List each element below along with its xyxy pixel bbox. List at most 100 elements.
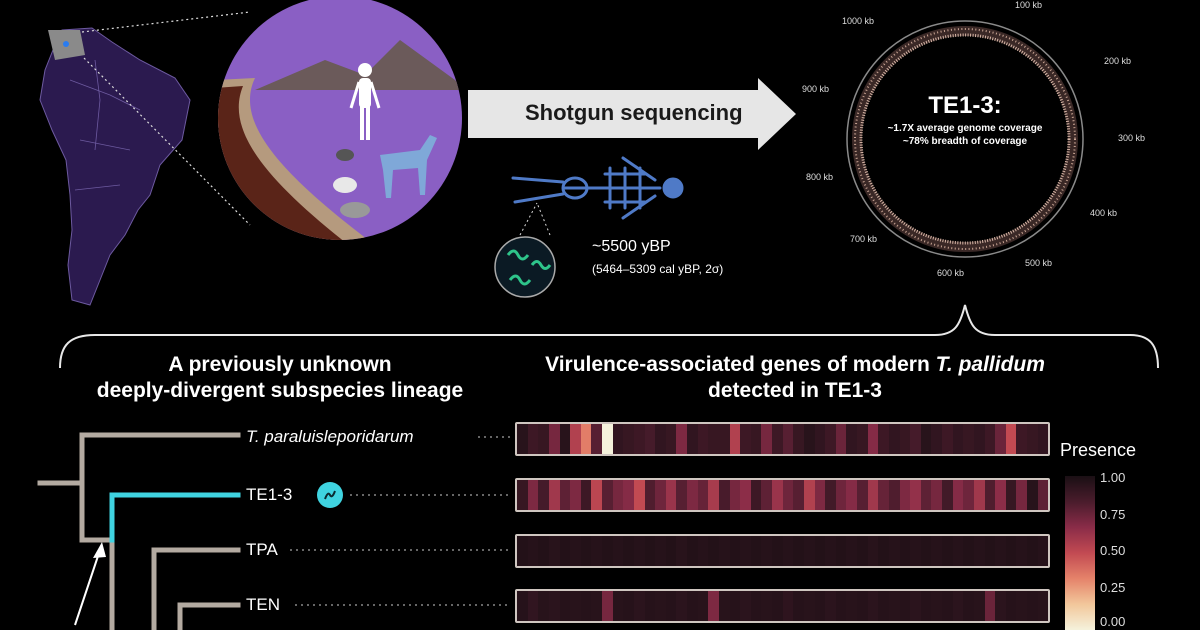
heatmap-cell [1037,536,1048,566]
heatmap-cell [1027,480,1038,510]
heatmap-cell [718,424,730,454]
heatmap-cell [899,424,911,454]
heatmap-cell [655,536,666,566]
heatmap-cell [846,424,857,454]
heatmap-cell [527,424,539,454]
heatmap-cell [920,591,932,621]
heatmap-cell [910,591,921,621]
heatmap-cell [857,591,868,621]
heatmap-cell [772,424,783,454]
heatmap-cell [803,591,815,621]
heatmap-cell [591,424,602,454]
heatmap-cell [793,424,804,454]
heatmap-cell [782,424,794,454]
ring-tick-600: 600 kb [937,268,965,278]
heatmap-cell [687,480,698,510]
heatmap-cell [782,536,794,566]
ring-tick-100: 100 kb [1015,0,1043,10]
heatmap-cell [570,424,581,454]
heatmap-cell [803,536,815,566]
heatmap-cell [676,591,687,621]
heatmap-cell [644,480,656,510]
heatmap-cell [910,480,921,510]
ring-tick-700: 700 kb [850,234,878,244]
heatmap-cell [591,591,602,621]
heatmap-cell [814,480,826,510]
heatmap-cell [1005,591,1017,621]
heatmap-title-pre: Virulence-associated genes of modern [545,353,936,376]
heatmap-cell [580,480,592,510]
legend-colorbar [1065,476,1095,630]
ring-tick-200: 200 kb [1104,56,1132,66]
heatmap-cell [910,424,921,454]
tree-title-line-1: A previously unknown [168,353,392,376]
heatmap-cell [718,480,730,510]
heatmap-cell [517,424,528,454]
heatmap-cell [920,424,932,454]
heatmap-cell [548,591,560,621]
ring-line-1: ~1.7X average genome coverage [887,123,1043,134]
heatmap-cell [995,591,1006,621]
heatmap-cell [825,480,836,510]
heatmap-cell [633,480,645,510]
heatmap-cell [793,480,804,510]
heatmap-cell [888,591,900,621]
heatmap-cell [644,536,656,566]
heatmap-cell [1005,424,1017,454]
heatmap-cell [867,480,879,510]
heatmap-cell [687,424,698,454]
heatmap-cell [655,424,666,454]
heatmap-cell [1016,424,1027,454]
heatmap-cell [910,536,921,566]
heatmap-cell [655,480,666,510]
heatmap-cell [729,424,741,454]
heatmap-cell [655,591,666,621]
heatmap-cell [591,480,602,510]
ring-title: TE1-3: [928,92,1002,119]
ring-tick-400: 400 kb [1090,208,1118,218]
sample-age-range: (5464–5309 cal yBP, 2σ) [592,262,724,276]
heatmap-cell [517,536,528,566]
heatmap-cell [952,480,964,510]
genome-coverage-ring [846,20,1084,258]
heatmap-cell [1027,536,1038,566]
heatmap-cell [814,591,826,621]
heatmap-cell [665,424,677,454]
heatmap-cell [1016,591,1027,621]
heatmap-row-tpa [515,534,1050,568]
phylogenetic-tree [37,432,510,630]
heatmap-cell [761,591,772,621]
heatmap-cell [559,536,571,566]
heatmap-cell [782,591,794,621]
taxon-label-te1-3: TE1-3 [246,485,293,504]
ring-line-2: ~78% breadth of coverage [902,136,1028,147]
heatmap-cell [559,480,571,510]
heatmap-cell [793,591,804,621]
heatmap-cell [708,591,719,621]
heatmap-cell [888,480,900,510]
ring-tick-1000: 1000 kb [842,16,875,26]
heatmap-cell [570,536,581,566]
heatmap-cell [676,424,687,454]
heatmap-cell [825,424,836,454]
heatmap-cell [602,480,613,510]
map-zoom-lines [81,11,251,226]
heatmap-cell [750,424,762,454]
heatmap-cell [931,480,942,510]
heatmap-cell [527,536,539,566]
heatmap-cell [878,424,889,454]
heatmap-cell [846,536,857,566]
heatmap-cell [559,591,571,621]
heatmap-cell [750,480,762,510]
heatmap-cell [835,591,847,621]
heatmap-cell [899,480,911,510]
heatmap-cell [665,591,677,621]
heatmap-cell [814,536,826,566]
ring-tick-800: 800 kb [806,172,834,182]
heatmap-cell [984,536,996,566]
sequencing-arrow [468,78,796,150]
heatmap-cell [857,480,868,510]
heatmap-cell [729,536,741,566]
heatmap-cell [888,536,900,566]
ring-tick-300: 300 kb [1118,133,1146,143]
